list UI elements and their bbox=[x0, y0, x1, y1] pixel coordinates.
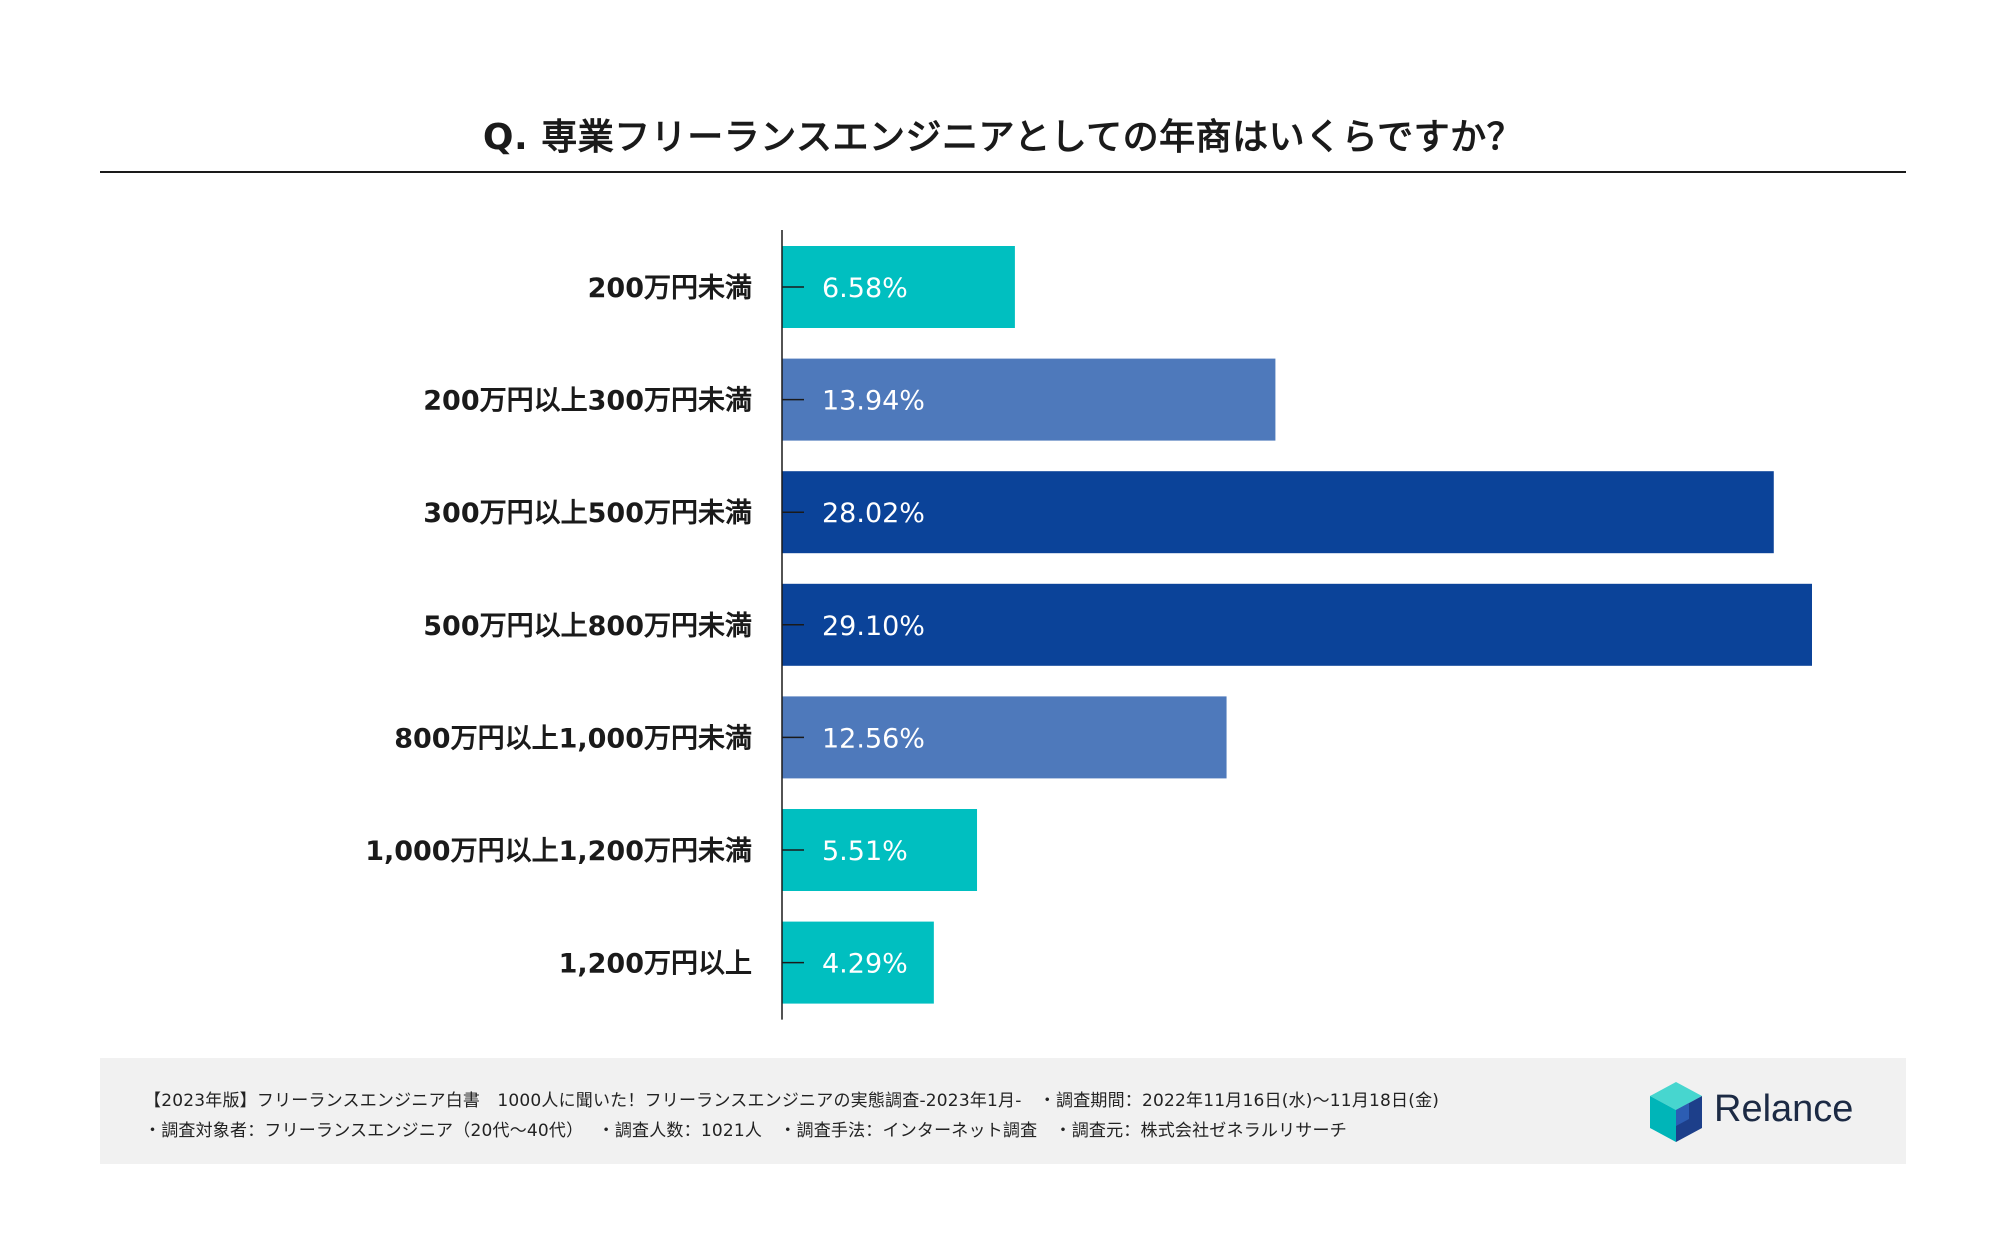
relance-logo: Relance bbox=[1648, 1080, 1880, 1144]
bar-chart: 200万円未満 6.58% 200万円以上300万円未満 13.94% 300万円以上5… bbox=[365, 230, 1812, 1020]
footer-source-box: 【2023年版】フリーランスエンジニア白書 1000人に聞いた！フリーランスエン… bbox=[100, 1058, 1906, 1164]
chart-title: Q. 専業フリーランスエンジニアとしての年商はいくらですか？ bbox=[482, 117, 1524, 158]
category-label-7: 1,200万円以上 bbox=[559, 949, 752, 980]
bar-6 bbox=[782, 809, 978, 891]
bar-2 bbox=[782, 358, 1276, 441]
bar-3 bbox=[782, 471, 1774, 554]
category-label-3: 300万円以上500万円未満 bbox=[423, 498, 752, 529]
value-label-7: 4.29% bbox=[822, 949, 908, 980]
title-divider bbox=[100, 171, 1906, 173]
footer-survey-details-line: ・調査対象者：フリーランスエンジニア（20代〜40代） ・調査人数：1021人 … bbox=[144, 1121, 1347, 1141]
bar-4 bbox=[782, 583, 1812, 666]
bar-5 bbox=[782, 696, 1227, 779]
value-label-5: 12.56% bbox=[822, 723, 925, 754]
footer-source-line: 【2023年版】フリーランスエンジニア白書 1000人に聞いた！フリーランスエン… bbox=[144, 1091, 1440, 1111]
bar-7 bbox=[782, 921, 934, 1004]
relance-logo-text: Relance bbox=[1714, 1088, 1854, 1130]
value-label-1: 6.58% bbox=[822, 273, 908, 304]
relance-cube-icon bbox=[1650, 1082, 1702, 1142]
value-label-6: 5.51% bbox=[822, 836, 908, 867]
category-label-5: 800万円以上1,000万円未満 bbox=[394, 723, 752, 754]
value-label-2: 13.94% bbox=[822, 386, 925, 417]
bar-1 bbox=[782, 246, 1015, 328]
category-label-1: 200万円未満 bbox=[588, 273, 752, 304]
category-label-6: 1,000万円以上1,200万円未満 bbox=[365, 836, 752, 867]
value-label-4: 29.10% bbox=[822, 611, 925, 642]
category-label-4: 500万円以上800万円未満 bbox=[423, 611, 752, 642]
value-label-3: 28.02% bbox=[822, 498, 925, 529]
category-label-2: 200万円以上300万円未満 bbox=[423, 386, 752, 417]
